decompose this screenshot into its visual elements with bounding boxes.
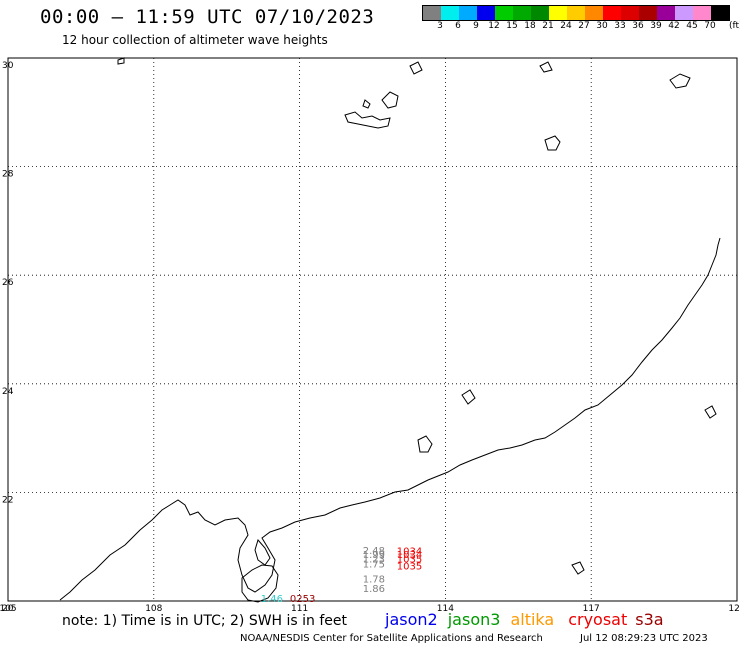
mainland-coastline <box>59 237 721 601</box>
y-tick-label: 24 <box>2 387 14 397</box>
x-tick-label: 108 <box>145 604 162 614</box>
color-swatch <box>585 6 603 20</box>
island-29n-c <box>362 99 371 109</box>
island-30n-d <box>117 57 125 65</box>
y-tick-label: 22 <box>2 495 13 505</box>
color-swatch <box>513 6 531 20</box>
x-tick-label: 105 <box>0 604 17 614</box>
color-scale-label: 70 <box>704 21 716 31</box>
x-tick-label: 114 <box>437 604 454 614</box>
wave-height-observation: 1.23 <box>363 554 385 565</box>
lat-lon-grid <box>7 57 738 602</box>
hainan-island-coastline <box>241 564 279 603</box>
island-30n-c <box>539 61 553 73</box>
color-scale-label: 27 <box>578 21 590 31</box>
wave-height-observation: 2.48 <box>363 546 385 557</box>
color-scale-label: 18 <box>524 21 536 31</box>
satellite-cryosat-label: cryosat <box>568 610 628 629</box>
color-swatch <box>693 6 711 20</box>
satellite-jason3-label: jason3 <box>447 610 501 629</box>
color-scale-label: 3 <box>437 21 443 31</box>
x-tick-label: 117 <box>583 604 600 614</box>
color-swatch <box>639 6 657 20</box>
color-swatch <box>549 6 567 20</box>
wave-height-observation: 1.86 <box>363 584 385 595</box>
x-tick-label: 111 <box>291 604 308 614</box>
axis-tick-labels: 105 108 111 114 117 120 30 28 26 24 22 20 <box>0 61 740 614</box>
chart-title: 00:00 – 11:59 UTC 07/10/2023 <box>40 6 375 28</box>
color-swatch <box>441 6 459 20</box>
color-scale-label: 36 <box>632 21 644 31</box>
island-30n-a <box>669 73 691 89</box>
color-scale-label: 12 <box>488 21 500 31</box>
color-swatch <box>711 6 729 20</box>
wave-height-observation: 1034 <box>397 546 422 557</box>
coastline <box>59 57 721 603</box>
color-swatch <box>657 6 675 20</box>
color-scale-label: 30 <box>596 21 608 31</box>
satellite-s3a-label: s3a <box>635 610 664 629</box>
color-swatch <box>495 6 513 20</box>
x-tick-label: 120 <box>728 604 740 614</box>
map-frame <box>7 57 738 602</box>
wave-height-observation: 1034 <box>397 550 422 561</box>
wave-height-observation: 1035 <box>397 562 422 573</box>
y-tick-label: 26 <box>2 278 14 288</box>
island-23n <box>704 405 717 419</box>
peninsula-coastline <box>254 538 271 566</box>
color-scale-unit: (ft) <box>729 21 740 31</box>
island-29n-b <box>381 91 399 109</box>
satellite-jason2-label: jason2 <box>385 610 438 629</box>
y-tick-label: 28 <box>2 170 14 180</box>
y-tick-label: 20 <box>2 604 14 614</box>
color-scale-label: 6 <box>455 21 461 31</box>
color-swatch <box>477 6 495 20</box>
color-scale-label: 45 <box>686 21 698 31</box>
observation-labels: 2.481.991.231.751.781.861034103410351035… <box>261 546 423 605</box>
wave-height-observation: 1.46 <box>261 594 283 605</box>
color-swatch <box>621 6 639 20</box>
wave-height-observation: 1035 <box>397 554 422 565</box>
chart-subtitle: 12 hour collection of altimeter wave hei… <box>62 33 328 47</box>
color-scale-label: 21 <box>542 21 554 31</box>
wave-height-observation: 1.99 <box>363 550 385 561</box>
color-scale-label: 24 <box>560 21 572 31</box>
generated-timestamp: Jul 12 08:29:23 UTC 2023 <box>580 633 708 644</box>
color-scale-labels: 3 6 9 12 15 18 21 24 27 30 33 36 39 42 45 70 <box>422 21 728 33</box>
color-swatch <box>603 6 621 20</box>
island-29n-a <box>344 111 391 129</box>
color-swatch <box>459 6 477 20</box>
credit-text: NOAA/NESDIS Center for Satellite Applica… <box>240 633 543 644</box>
color-scale-label: 42 <box>668 21 680 31</box>
island-21n <box>571 561 585 575</box>
color-scale-bar <box>422 5 730 21</box>
island-30n-b <box>409 61 423 75</box>
note-text: note: 1) Time is in UTC; 2) SWH is in fe… <box>62 613 348 629</box>
wave-height-observation: 0253 <box>290 594 315 605</box>
legend-row: note: 1) Time is in UTC; 2) SWH is in fe… <box>62 610 664 629</box>
wave-height-observation: 1.78 <box>363 575 385 586</box>
wave-height-observation: 1.75 <box>363 559 385 570</box>
y-tick-label: 30 <box>2 61 14 71</box>
color-swatch <box>567 6 585 20</box>
satellite-altika-label: altika <box>510 610 555 629</box>
color-swatch <box>675 6 693 20</box>
color-swatch <box>423 6 441 20</box>
color-scale-label: 39 <box>650 21 662 31</box>
color-scale-label: 33 <box>614 21 626 31</box>
color-scale-label: 9 <box>473 21 479 31</box>
island-22n <box>417 435 433 453</box>
island-24n <box>461 389 476 405</box>
color-swatch <box>531 6 549 20</box>
island-28n <box>544 135 561 151</box>
color-scale-label: 15 <box>506 21 518 31</box>
